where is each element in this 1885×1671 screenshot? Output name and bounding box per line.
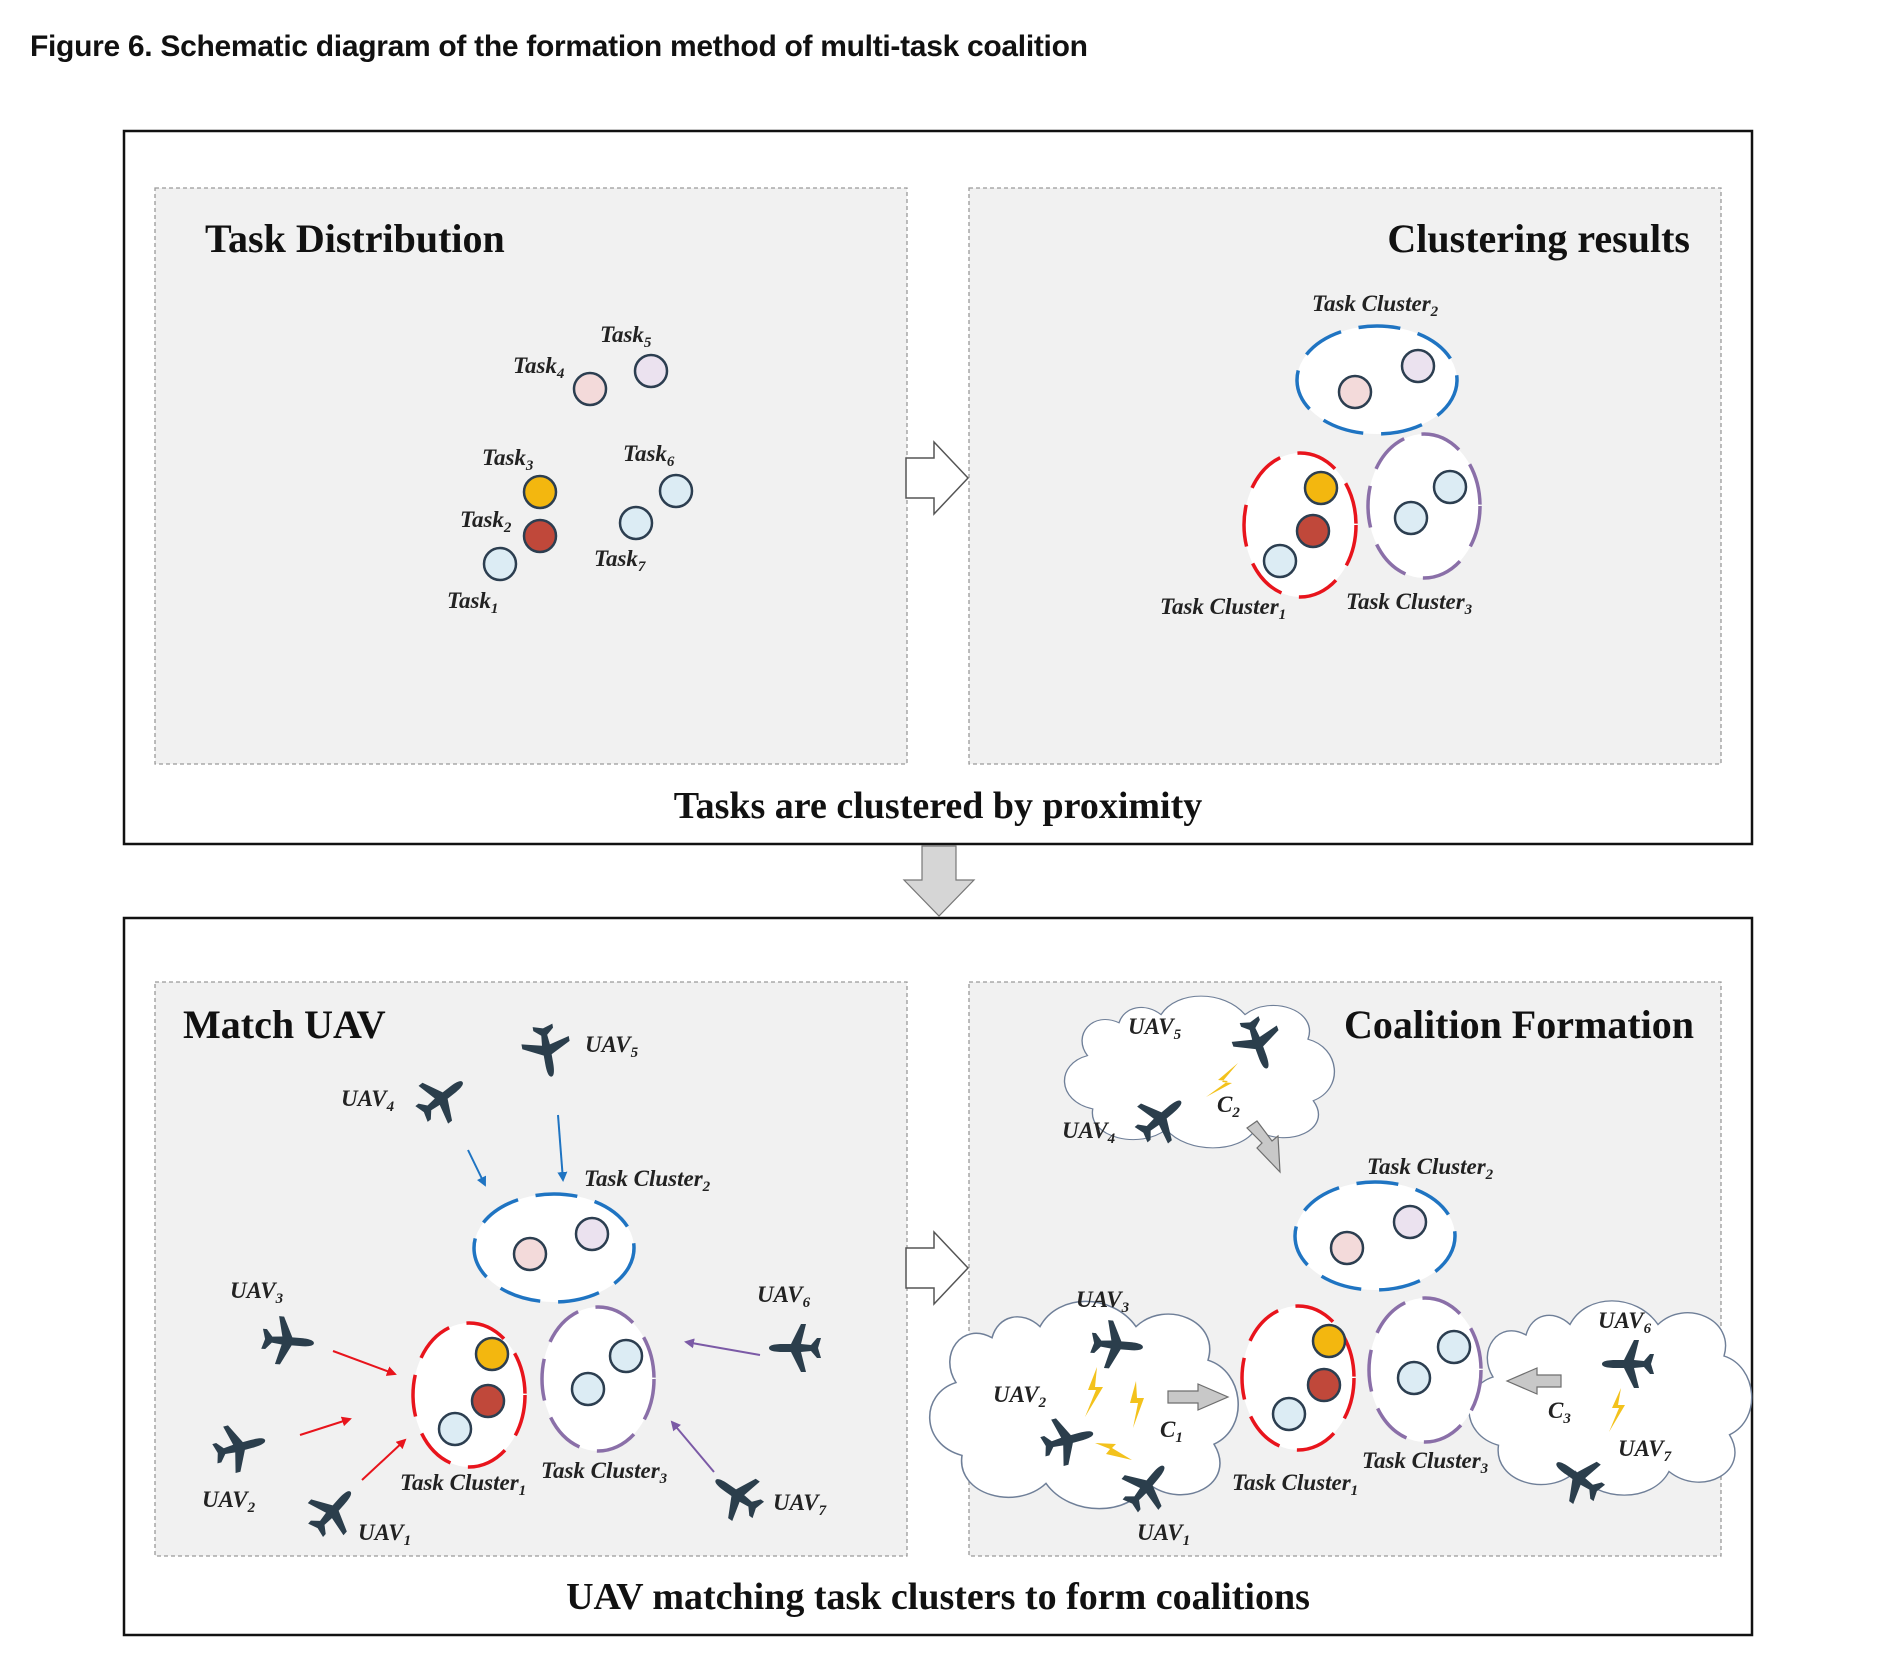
coalition-uav-5-label: UAV5 [1128,1014,1182,1043]
match-cluster-1-boundary [411,1321,527,1469]
match-task-node-5 [574,1216,610,1252]
coalition-c2-arrow [1246,1120,1281,1174]
uav-7-to-cluster-3-arrow [670,1420,715,1473]
coalition-cluster-2-label: Task Cluster2 [1367,1154,1494,1183]
task-node-6 [658,473,694,509]
task-label-7: Task7 [594,546,646,575]
task-cluster-3-boundary [1366,432,1482,580]
task-node-2 [522,518,558,554]
task-cluster-2-boundary [1295,324,1459,436]
task-label-3: Task3 [482,445,534,474]
coalition-task-node-5 [1392,1204,1428,1240]
task-label-2: Task2 [460,507,512,536]
task-distribution-title: Task Distribution [205,216,505,261]
coalition-c1-label: C1 [1160,1417,1183,1446]
figure-caption: Figure 6. Schematic diagram of the forma… [30,30,1088,63]
uav-2-to-cluster-1-arrow [299,1416,352,1436]
coalition-uav-4-label: UAV4 [1062,1118,1116,1147]
match-cluster-1-label: Task Cluster1 [400,1470,526,1499]
coalition-task-node-6 [1436,1329,1472,1365]
right-arrow-bottom [905,1230,970,1306]
coalition-cluster-1-label: Task Cluster1 [1232,1470,1358,1499]
task-label-5: Task5 [600,322,652,351]
top-stage-caption: Tasks are clustered by proximity [674,785,1203,827]
uav-1-label: UAV1 [358,1520,411,1549]
task-label-6: Task6 [623,441,675,470]
match-uav-title: Match UAV [183,1002,386,1047]
coalition-uav-3-label: UAV3 [1076,1287,1130,1316]
lightning-bolt-c1-a [1085,1367,1103,1417]
uav-6-label: UAV6 [757,1282,811,1311]
uav-4-label: UAV4 [341,1086,395,1115]
task-cluster-3-label: Task Cluster3 [1346,589,1473,618]
coalition-c3-label: C3 [1548,1398,1571,1427]
bottom-stage-caption: UAV matching task clusters to form coali… [566,1576,1310,1618]
uav-4-to-cluster-2-arrow [467,1149,487,1187]
task-node-4-clustered [1337,374,1373,410]
match-task-node-7 [570,1371,606,1407]
coalition-c1-arrow [1167,1383,1230,1411]
coalition-formation-title: Coalition Formation [1344,1002,1694,1047]
task-node-1-clustered [1262,543,1298,579]
coalition-uav-7-label: UAV7 [1618,1436,1672,1465]
task-node-5 [633,353,669,389]
lightning-bolt-c1-b [1130,1381,1144,1428]
coalition-task-node-2 [1306,1367,1342,1403]
lightning-bolt-c1-c [1095,1443,1132,1460]
uav-5-to-cluster-2-arrow [557,1114,568,1182]
coalition-cluster-2-boundary [1293,1180,1457,1292]
match-task-node-3 [474,1336,510,1372]
task-cluster-1-label: Task Cluster1 [1160,594,1286,623]
match-cluster-3-label: Task Cluster3 [541,1458,668,1487]
match-cluster-2-label: Task Cluster2 [584,1166,711,1195]
coalition-task-node-1 [1271,1396,1307,1432]
match-task-node-6 [608,1338,644,1374]
task-distribution-panel [154,187,908,765]
match-cluster-2-boundary [472,1192,636,1304]
clustering-results-title: Clustering results [1387,216,1690,261]
task-node-3-clustered [1303,470,1339,506]
task-node-6-clustered [1432,469,1468,505]
coalition-task-node-3 [1311,1323,1347,1359]
task-node-7 [618,505,654,541]
coalition-cluster-3-label: Task Cluster3 [1362,1448,1489,1477]
match-task-node-2 [470,1383,506,1419]
task-node-3 [522,474,558,510]
coalition-uav-6-label: UAV6 [1598,1308,1652,1337]
coalition-c2-label: C2 [1217,1092,1240,1121]
coalition-c3-arrow [1505,1367,1562,1395]
clustering-results-panel [968,187,1722,765]
match-task-node-1 [437,1411,473,1447]
uav-5-label: UAV5 [585,1032,639,1061]
lightning-bolt-c3 [1609,1388,1625,1432]
down-arrow-between-stages [902,845,976,917]
task-node-4 [572,371,608,407]
task-node-5-clustered [1400,348,1436,384]
match-task-node-4 [512,1236,548,1272]
uav-3-label: UAV3 [230,1278,284,1307]
uav-3-to-cluster-1-arrow [332,1350,397,1376]
coalition-task-node-7 [1396,1360,1432,1396]
task-node-7-clustered [1393,500,1429,536]
task-node-2-clustered [1295,513,1331,549]
coalition-uav-2-label: UAV2 [993,1382,1047,1411]
task-label-4: Task4 [513,353,565,382]
lightning-bolt-c2 [1206,1063,1238,1097]
uav-1-to-cluster-1-arrow [361,1438,407,1481]
task-cluster-2-label: Task Cluster2 [1312,291,1439,320]
coalition-uav-1-label: UAV1 [1137,1520,1190,1549]
uav-7-label: UAV7 [773,1490,827,1519]
coalition-task-node-4 [1329,1230,1365,1266]
task-label-1: Task1 [447,588,498,617]
right-arrow-top [905,440,970,516]
uav-2-label: UAV2 [202,1487,256,1516]
task-node-1 [482,546,518,582]
uav-6-to-cluster-3-arrow [684,1338,761,1356]
